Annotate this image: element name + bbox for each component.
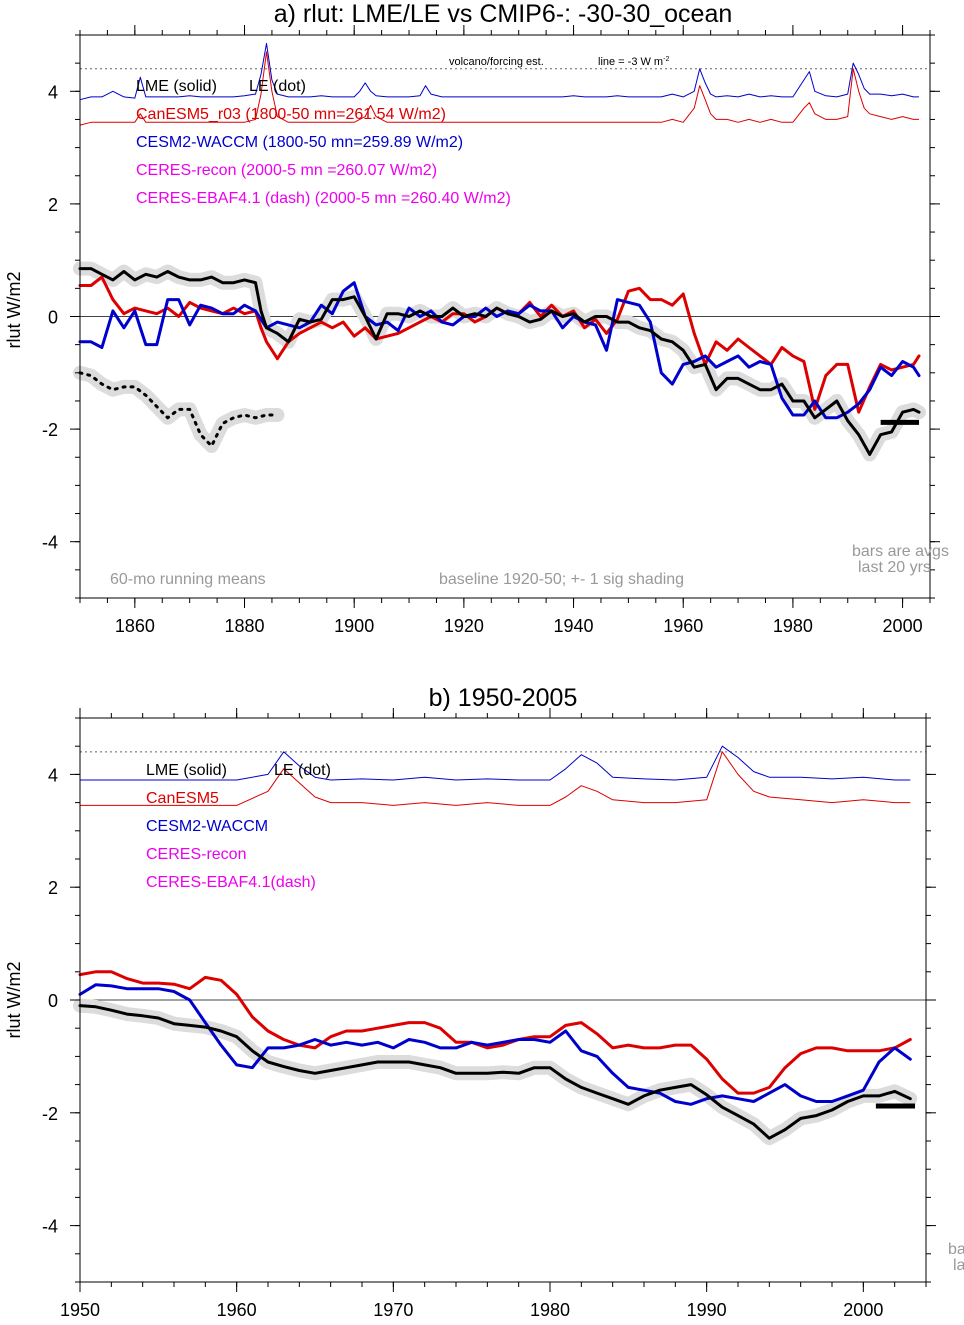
panel-a-x-tick-label: 1960 bbox=[663, 616, 703, 636]
panel-b-plot-area: 1950 1960 1970 1980 1990 2000 -4 -2 0 2 4 bbox=[42, 708, 936, 1320]
panel-b-series-line-0 bbox=[78, 1004, 912, 1140]
panel-a-y-tick-label: 2 bbox=[48, 195, 58, 215]
panel-a-y-tick-label: 4 bbox=[48, 82, 58, 102]
panel-a-legend: LME (solid) LE (dot) CanESM5_r03 (1800-5… bbox=[136, 78, 511, 207]
panel-a-legend-lme: LME (solid) bbox=[136, 78, 217, 95]
panel-b-y-tick-label: 0 bbox=[48, 991, 58, 1011]
panel-a-baseline-note: baseline 1920-50; +- 1 sig shading bbox=[439, 571, 684, 588]
panel-b-bars-note-1: ba bbox=[948, 1241, 964, 1258]
panel-b-legend-ceres-recon: CERES-recon bbox=[146, 846, 246, 863]
panel-a-x-tick-label: 1900 bbox=[334, 616, 374, 636]
panel-a-plot-area: 1860 1880 1900 1920 1940 1960 1980 2000 -4 -2 0 2 4 bbox=[42, 25, 940, 636]
panel-b-y-axis-label: rlut W/m2 bbox=[4, 961, 24, 1038]
panel-a-x-tick-label: 1920 bbox=[444, 616, 484, 636]
panel-a-series-line-1 bbox=[78, 371, 279, 448]
panel-b-x-tick-label: 1950 bbox=[60, 1300, 100, 1320]
panel-b-legend-le: LE (dot) bbox=[274, 762, 331, 779]
panel-b-x-tick-label: 1970 bbox=[373, 1300, 413, 1320]
panel-a-legend-le: LE (dot) bbox=[249, 78, 306, 95]
panel-a-forcing-note: volcano/forcing est. bbox=[449, 56, 544, 68]
panel-a-x-tick-label: 1980 bbox=[773, 616, 813, 636]
panel-a-legend-cesm2: CESM2-WACCM (1800-50 mn=259.89 W/m2) bbox=[136, 134, 463, 151]
panel-b-series-line-1 bbox=[78, 970, 912, 1095]
panel-b-legend-lme: LME (solid) bbox=[146, 762, 227, 779]
panel-b-legend-canesm5: CanESM5 bbox=[146, 790, 219, 807]
panel-a-x-tick-label: 2000 bbox=[883, 616, 923, 636]
panel-a-series-line-0 bbox=[78, 267, 921, 456]
panel-a-y-tick-label: 0 bbox=[48, 308, 58, 328]
panel-b-forcing-line-0 bbox=[80, 745, 911, 781]
panel-a-title: a) rlut: LME/LE vs CMIP6-: -30-30_ocean bbox=[274, 0, 733, 28]
panel-b-x-tick-label: 1960 bbox=[217, 1300, 257, 1320]
panel-b-bars-note-2: la bbox=[953, 1257, 964, 1274]
panel-a-y-tick-label: -2 bbox=[42, 420, 58, 440]
panel-a-line-note-text: line = -3 W m bbox=[598, 56, 663, 68]
panel-b-legend-ceres-ebaf: CERES-EBAF4.1(dash) bbox=[146, 874, 316, 891]
panel-a-series-line-3 bbox=[78, 281, 921, 420]
panel-b-y-tick-label: -2 bbox=[42, 1104, 58, 1124]
panel-a-y-axis-label: rlut W/m2 bbox=[4, 271, 24, 348]
panel-a-legend-ceres-recon: CERES-recon (2000-5 mn =260.07 W/m2) bbox=[136, 162, 437, 179]
panel-b-y-tick-label: 2 bbox=[48, 878, 58, 898]
panel-a: 1860 1880 1900 1920 1940 1960 1980 2000-4-2024 … bbox=[4, 0, 949, 636]
panel-a-line-note-sup: -2 bbox=[663, 56, 669, 63]
panel-a-x-tick-label: 1940 bbox=[554, 616, 594, 636]
panel-b-title: b) 1950-2005 bbox=[429, 684, 578, 712]
panel-a-legend-canesm5: CanESM5_r03 (1800-50 mn=261.54 W/m2) bbox=[136, 106, 446, 123]
panel-a-legend-ceres-ebaf: CERES-EBAF4.1 (dash) (2000-5 mn =260.40 … bbox=[136, 190, 511, 207]
panel-a-running-note: 60-mo running means bbox=[110, 571, 266, 588]
panel-b-legend: LME (solid) LE (dot) CanESM5 CESM2-WACCM… bbox=[146, 762, 331, 891]
panel-a-bars-note-1: bars are avgs bbox=[852, 543, 949, 560]
panel-a-bars-note-2: last 20 yrs bbox=[858, 559, 931, 576]
panel-b-forcing-line-1 bbox=[80, 751, 911, 806]
panel-b-x-tick-label: 1980 bbox=[530, 1300, 570, 1320]
panel-a-series-0-shading bbox=[73, 261, 926, 462]
panel-b-y-tick-label: 4 bbox=[48, 765, 58, 785]
panel-b-series-line-2 bbox=[78, 983, 912, 1106]
panel-b-x-tick-label: 2000 bbox=[843, 1300, 883, 1320]
panel-a-forcing-line-0 bbox=[79, 42, 919, 101]
panel-a-y-tick-label: -4 bbox=[42, 533, 58, 553]
panel-b-x-tick-label: 1990 bbox=[687, 1300, 727, 1320]
panel-b: 1950 1960 1970 1980 1990 2000 -4 -2 0 2 4 b) 1950-… bbox=[4, 684, 964, 1320]
panel-a-forcing-line-1 bbox=[79, 51, 919, 126]
panel-b-y-tick-label: -4 bbox=[42, 1217, 58, 1237]
panel-a-line-note: line = -3 W m-2 bbox=[598, 56, 669, 68]
panel-a-x-tick-label: 1880 bbox=[224, 616, 264, 636]
panel-a-x-tick-label: 1860 bbox=[115, 616, 155, 636]
panel-b-legend-cesm2: CESM2-WACCM bbox=[146, 818, 268, 835]
